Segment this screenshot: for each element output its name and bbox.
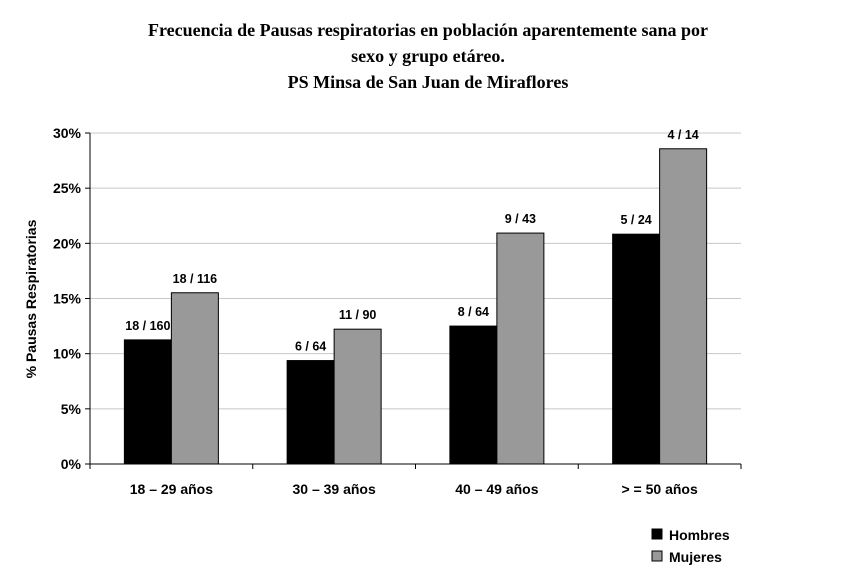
- bar-hombres: [123, 339, 172, 465]
- x-tick-label: 30 – 39 años: [292, 481, 375, 497]
- bar-hombres: [612, 233, 661, 465]
- bar-mujeres: [659, 148, 708, 465]
- y-tick-label: 30%: [53, 125, 82, 141]
- axes: [89, 133, 742, 469]
- y-tick-labels: 0% 5% 10% 15% 20% 25% 30%: [53, 125, 82, 472]
- x-tick-label: 40 – 49 años: [455, 481, 538, 497]
- bar-data-label: 18 / 160: [125, 319, 170, 333]
- bar-labels: 18 / 160 18 / 116 6 / 64 11 / 90 8 / 64 9 / 4…: [125, 128, 699, 354]
- bar-data-label: 8 / 64: [458, 305, 489, 319]
- legend-swatch-hombres: [651, 528, 663, 540]
- bar-data-label: 18 / 116: [173, 272, 218, 286]
- y-tick-label: 10%: [53, 346, 82, 362]
- bars: [123, 148, 708, 465]
- y-tick-label: 5%: [61, 401, 82, 417]
- y-tick-label: 25%: [53, 180, 82, 196]
- chart-title-line-1: Frecuencia de Pausas respiratorias en po…: [148, 20, 708, 40]
- bar-data-label: 9 / 43: [505, 212, 536, 226]
- bar-mujeres: [170, 292, 219, 465]
- bar-hombres: [286, 360, 335, 465]
- bar-hombres: [449, 325, 498, 465]
- y-tick-label: 20%: [53, 235, 82, 251]
- chart-title-line-2: sexo y grupo etáreo.: [351, 46, 505, 66]
- bar-mujeres: [333, 328, 382, 465]
- x-tick-label: 18 – 29 años: [130, 481, 213, 497]
- y-tick-label: 0%: [61, 456, 82, 472]
- legend-label-hombres: Hombres: [669, 527, 730, 543]
- bar-data-label: 11 / 90: [339, 308, 377, 322]
- bar-data-label: 5 / 24: [620, 213, 651, 227]
- y-tick-label: 15%: [53, 291, 82, 307]
- chart-title: Frecuencia de Pausas respiratorias en po…: [148, 20, 708, 92]
- legend-label-mujeres: Mujeres: [669, 549, 722, 565]
- bar-mujeres: [496, 232, 545, 465]
- bar-data-label: 4 / 14: [667, 128, 698, 142]
- x-tick-labels: 18 – 29 años 30 – 39 años 40 – 49 años > = …: [130, 481, 698, 497]
- legend: Hombres Mujeres: [651, 527, 730, 565]
- legend-swatch-mujeres: [651, 550, 663, 562]
- x-tick-label: > = 50 años: [621, 481, 697, 497]
- bar-data-label: 6 / 64: [295, 340, 326, 354]
- chart-title-line-3: PS Minsa de San Juan de Miraflores: [288, 72, 569, 92]
- y-axis-label: % Pausas Respiratorias: [23, 219, 39, 378]
